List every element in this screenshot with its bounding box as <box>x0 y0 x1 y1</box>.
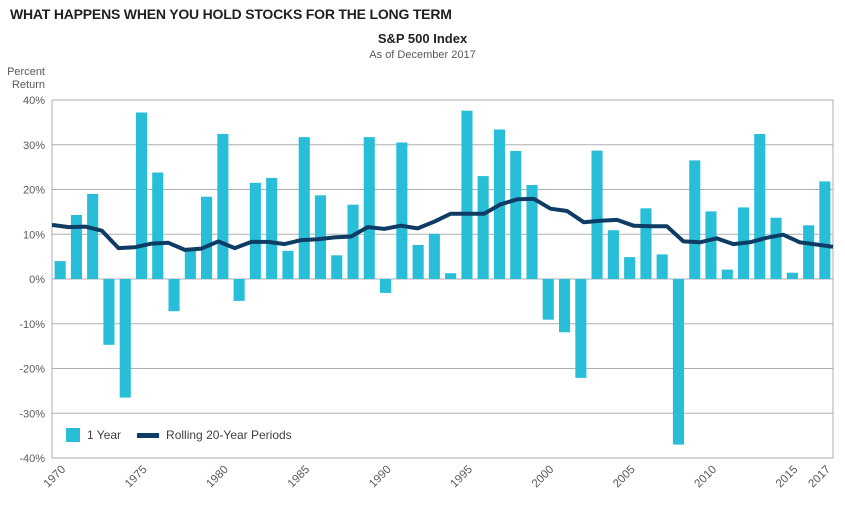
annual-return-bar <box>184 249 196 279</box>
annual-return-bar <box>559 279 571 333</box>
annual-return-bar <box>70 215 82 279</box>
annual-return-bar <box>640 208 652 279</box>
x-tick-label: 2000 <box>530 464 557 491</box>
annual-return-bar <box>786 272 798 279</box>
legend-label-rolling-20-year: Rolling 20-Year Periods <box>166 428 292 442</box>
annual-return-bar <box>396 142 408 279</box>
rolling-20-year-line <box>51 196 834 252</box>
one-year-legend-swatch <box>66 428 80 442</box>
annual-return-bar <box>54 261 66 279</box>
annual-return-bar <box>819 181 831 279</box>
annual-return-bar <box>656 254 668 279</box>
y-tick-label: 10% <box>23 229 45 241</box>
y-tick-label: 0% <box>29 274 45 286</box>
annual-return-bar <box>380 279 392 293</box>
annual-return-bar <box>445 273 457 279</box>
annual-return-bar <box>607 230 619 279</box>
y-axis-title-line1: Percent <box>7 66 45 78</box>
chart-title: S&P 500 Index <box>377 31 468 46</box>
y-tick-label: 20% <box>23 185 45 197</box>
annual-return-bar <box>689 160 701 279</box>
y-axis-title: Percent Return <box>0 66 45 92</box>
annual-return-bar <box>249 182 261 279</box>
annual-return-bar <box>461 110 473 279</box>
annual-return-bar <box>119 279 131 398</box>
annual-return-bar <box>233 279 245 301</box>
annual-return-bar <box>103 279 115 345</box>
y-axis-title-line2: Return <box>11 79 45 91</box>
annual-return-bar <box>477 176 489 279</box>
annual-return-bar <box>412 245 424 279</box>
annual-return-bar <box>201 196 213 279</box>
annual-return-bar <box>770 217 782 279</box>
x-tick-label: 1995 <box>448 464 475 491</box>
annual-return-bar <box>298 137 310 279</box>
y-tick-label: 40% <box>23 95 45 107</box>
chart-header: S&P 500 Index As of December 2017 <box>0 31 845 61</box>
y-tick-label: -40% <box>19 453 45 465</box>
x-tick-label: 1985 <box>286 464 313 491</box>
annual-return-bar <box>510 151 522 279</box>
annual-return-bar <box>575 279 587 378</box>
annual-return-bar <box>347 204 359 279</box>
annual-return-bar <box>526 185 538 279</box>
annual-return-bar <box>542 279 554 320</box>
annual-return-bar <box>624 257 636 279</box>
annual-return-bar <box>87 194 99 279</box>
x-tick-label: 2017 <box>806 464 833 491</box>
y-tick-label: -10% <box>19 319 45 331</box>
y-tick-label: 30% <box>23 140 45 152</box>
annual-return-bar <box>363 137 375 279</box>
x-tick-label: 2010 <box>693 464 720 491</box>
x-tick-label: 1970 <box>42 464 69 491</box>
x-tick-label: 2015 <box>774 464 801 491</box>
annual-return-bar <box>168 279 180 312</box>
x-tick-label: 1980 <box>204 464 231 491</box>
annual-return-bar <box>705 211 717 279</box>
x-tick-label: 1975 <box>123 464 150 491</box>
y-tick-label: -20% <box>19 364 45 376</box>
annual-return-bar <box>217 134 229 279</box>
annual-return-bar <box>428 233 440 279</box>
y-tick-label: -30% <box>19 408 45 420</box>
annual-return-bar <box>591 150 603 279</box>
annual-return-bar <box>331 255 343 279</box>
page-title: WHAT HAPPENS WHEN YOU HOLD STOCKS FOR TH… <box>10 6 452 22</box>
annual-return-bar <box>721 269 733 279</box>
annual-return-bar <box>803 225 815 279</box>
annual-return-bar <box>152 172 164 279</box>
annual-return-bar <box>672 279 684 445</box>
chart-as-of-date: As of December 2017 <box>369 49 476 61</box>
legend: 1 Year Rolling 20-Year Periods <box>66 428 292 442</box>
annual-return-bar <box>754 134 766 279</box>
x-tick-label: 1990 <box>367 464 394 491</box>
legend-label-1-year: 1 Year <box>87 428 122 442</box>
annual-return-bar <box>136 112 148 279</box>
rolling-20-year-legend-swatch <box>137 432 160 438</box>
x-tick-label: 2005 <box>611 464 638 491</box>
annual-return-bar <box>282 250 294 279</box>
annual-return-bar <box>266 177 278 279</box>
